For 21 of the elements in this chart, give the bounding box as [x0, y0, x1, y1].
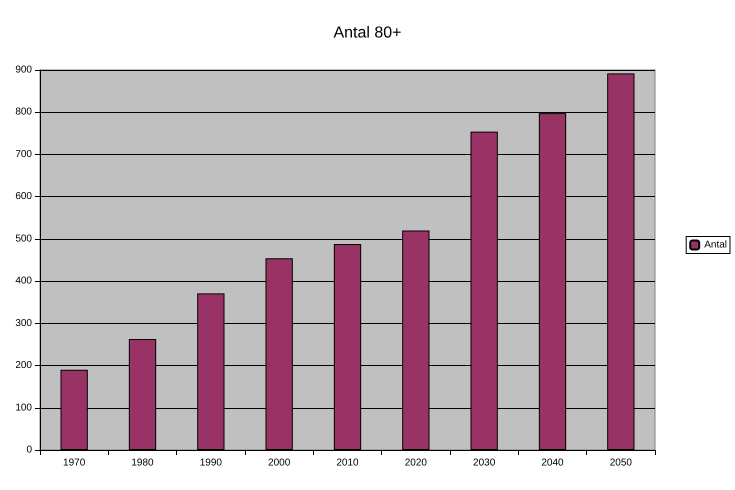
- x-tick-label: 2010: [336, 458, 360, 468]
- y-tick-label: 400: [15, 276, 32, 287]
- y-tick-label: 800: [15, 106, 32, 118]
- y-tick-label: 0: [26, 444, 32, 456]
- x-tick-label: 2020: [404, 458, 428, 468]
- y-tick-label: 600: [15, 191, 32, 202]
- legend-label: Antal: [704, 240, 728, 250]
- x-tick-label: 1980: [131, 458, 154, 468]
- x-tick-label: 1990: [200, 458, 222, 468]
- y-tick-label: 200: [15, 360, 32, 372]
- y-tick-label: 900: [15, 64, 32, 76]
- x-tick-label: 1970: [63, 458, 86, 468]
- y-tick-label: 300: [15, 318, 32, 329]
- y-tick-label: 100: [15, 402, 32, 414]
- y-tick-label: 700: [15, 148, 32, 160]
- x-tick-label: 2030: [473, 458, 496, 468]
- x-tick-label: 2040: [541, 458, 564, 468]
- x-tick-label: 2000: [268, 458, 291, 468]
- chart-title: Antal 80+: [333, 24, 402, 42]
- x-tick-label: 2050: [610, 458, 632, 468]
- y-tick-label: 500: [15, 233, 32, 244]
